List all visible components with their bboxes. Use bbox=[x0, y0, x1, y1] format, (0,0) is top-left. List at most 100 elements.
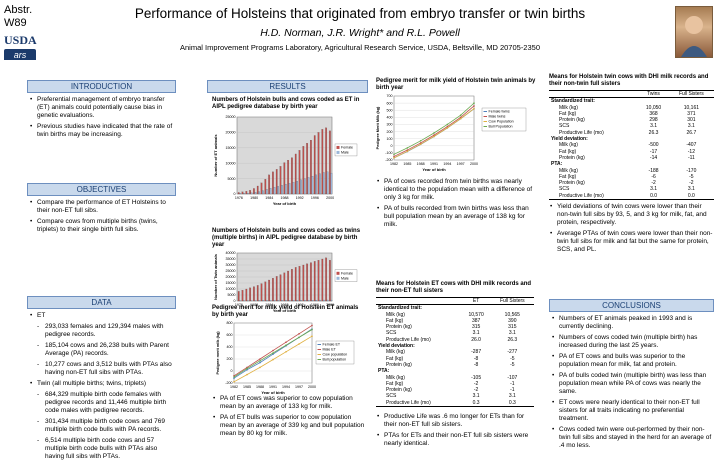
bar bbox=[266, 300, 267, 301]
x-tick-label: 1985 bbox=[403, 162, 411, 166]
y-tick-label: 0 bbox=[231, 369, 233, 373]
bar bbox=[293, 300, 294, 301]
bar bbox=[243, 193, 244, 194]
bar bbox=[299, 150, 300, 194]
bar bbox=[255, 192, 256, 194]
bar bbox=[300, 180, 301, 194]
legend-swatch bbox=[337, 277, 340, 280]
cell-value bbox=[638, 98, 668, 105]
bar bbox=[247, 193, 248, 194]
bar bbox=[319, 300, 320, 301]
list-item: •Average PTAs of twin cows were lower th… bbox=[549, 230, 714, 254]
table-header-row: ET Full Sisters bbox=[376, 298, 534, 305]
twin-means-table: Twins Full Sisters Standardized trait:Mi… bbox=[549, 90, 714, 200]
y-axis-label: Number of ET animals bbox=[213, 134, 218, 177]
bar bbox=[249, 190, 250, 194]
bar bbox=[322, 129, 323, 194]
legend-swatch bbox=[337, 272, 340, 275]
bar bbox=[327, 300, 328, 301]
bar bbox=[268, 280, 269, 301]
sub-text: 293,033 females and 129,394 males with p… bbox=[45, 323, 164, 338]
data-point bbox=[298, 333, 300, 335]
x-tick-label: 1988 bbox=[281, 196, 289, 200]
bar bbox=[315, 175, 316, 194]
x-tick-label: 1994 bbox=[282, 385, 290, 389]
sub-text: 301,434 multiple birth code cows and 769… bbox=[45, 418, 165, 433]
bar bbox=[287, 271, 288, 301]
list-item: •Numbers of ET animals peaked in 1993 an… bbox=[551, 315, 712, 331]
bar bbox=[238, 291, 239, 301]
cell-value: 0.0 bbox=[669, 193, 714, 200]
bar bbox=[242, 290, 243, 301]
data-point bbox=[246, 368, 248, 370]
column-header: Twins bbox=[638, 91, 668, 98]
bar bbox=[331, 173, 332, 194]
x-tick-label: 1984 bbox=[265, 196, 273, 200]
x-tick-label: 1994 bbox=[443, 162, 451, 166]
y-tick-label: 600 bbox=[387, 101, 393, 105]
row-label: Productive Life (mo) bbox=[549, 193, 638, 200]
y-tick-label: 100 bbox=[387, 137, 393, 141]
bullet-text: Numbers of ET animals peaked in 1993 and… bbox=[559, 315, 692, 330]
bullet-text: Yield deviations of twin cows were lower… bbox=[557, 203, 707, 226]
bar bbox=[304, 300, 305, 301]
y-tick-label: 200 bbox=[227, 357, 233, 361]
bar bbox=[274, 187, 275, 194]
data-point bbox=[473, 108, 475, 110]
poster-title: Performance of Holsteins that originated… bbox=[60, 6, 660, 22]
list-item: •Numbers of cows coded twin (multiple bi… bbox=[551, 334, 712, 350]
legend-swatch bbox=[337, 151, 340, 154]
bar bbox=[291, 269, 292, 301]
bar bbox=[296, 181, 297, 194]
bar bbox=[272, 278, 273, 301]
authors: H.D. Norman, J.R. Wright* and R.L. Powel… bbox=[60, 27, 660, 40]
bar bbox=[261, 183, 262, 194]
bullet-text: Preferential management of embryo transf… bbox=[37, 96, 165, 119]
bar bbox=[329, 131, 330, 194]
bar bbox=[303, 146, 304, 194]
y-tick-label: -100 bbox=[385, 151, 392, 155]
data-point bbox=[473, 102, 475, 104]
bullet-text: Twin (all multiple births; twins, triple… bbox=[37, 380, 146, 387]
table-row: Standardized trait: bbox=[376, 305, 534, 312]
bullet-text: PA of ET cows was superior to cow popula… bbox=[220, 395, 353, 410]
list-item: •PA of ET cows was superior to cow popul… bbox=[212, 395, 368, 411]
bullet-text: PA of cows recorded from twin births was… bbox=[384, 178, 532, 201]
list-item: •Cows coded twin were out-performed by t… bbox=[551, 426, 712, 450]
data-point bbox=[298, 343, 300, 345]
legend-label: Male bbox=[341, 151, 349, 155]
data-section: DATA •ET -293,033 females and 129,394 ma… bbox=[27, 296, 176, 464]
list-item: -185,104 cows and 26,238 bulls with Pare… bbox=[29, 342, 174, 358]
cell-value: 0.3 bbox=[462, 400, 491, 407]
bar bbox=[280, 275, 281, 301]
conclusions-section: CONCLUSIONS •Numbers of ET animals peake… bbox=[549, 299, 714, 453]
bar bbox=[251, 193, 252, 194]
legend-label: Female ET bbox=[323, 343, 341, 347]
data-point bbox=[259, 362, 261, 364]
data-point bbox=[420, 143, 422, 145]
data-point bbox=[233, 376, 235, 378]
data-point bbox=[393, 156, 395, 158]
bar bbox=[268, 175, 269, 194]
list-item: •Previous studies have indicated that th… bbox=[29, 123, 174, 139]
x-tick-label: 1980 bbox=[250, 196, 258, 200]
table-header-row: Twins Full Sisters bbox=[549, 91, 714, 98]
y-tick-label: 400 bbox=[227, 345, 233, 349]
column-header: Full Sisters bbox=[491, 298, 534, 305]
results-title: RESULTS bbox=[207, 80, 368, 93]
column-header: Full Sisters bbox=[669, 91, 714, 98]
x-tick-label: 2000 bbox=[308, 385, 316, 389]
data-point bbox=[407, 151, 409, 153]
row-label: Productive Life (mo) bbox=[376, 400, 462, 407]
y-tick-label: 5000 bbox=[228, 177, 236, 181]
bar bbox=[287, 160, 288, 194]
bar bbox=[331, 300, 332, 301]
bar bbox=[251, 300, 252, 301]
list-item: •Preferential management of embryo trans… bbox=[29, 96, 174, 120]
x-tick-label: 1988 bbox=[417, 162, 425, 166]
bar bbox=[246, 289, 247, 301]
y-tick-label: 700 bbox=[387, 94, 393, 98]
bar bbox=[261, 284, 262, 301]
data-point bbox=[298, 337, 300, 339]
